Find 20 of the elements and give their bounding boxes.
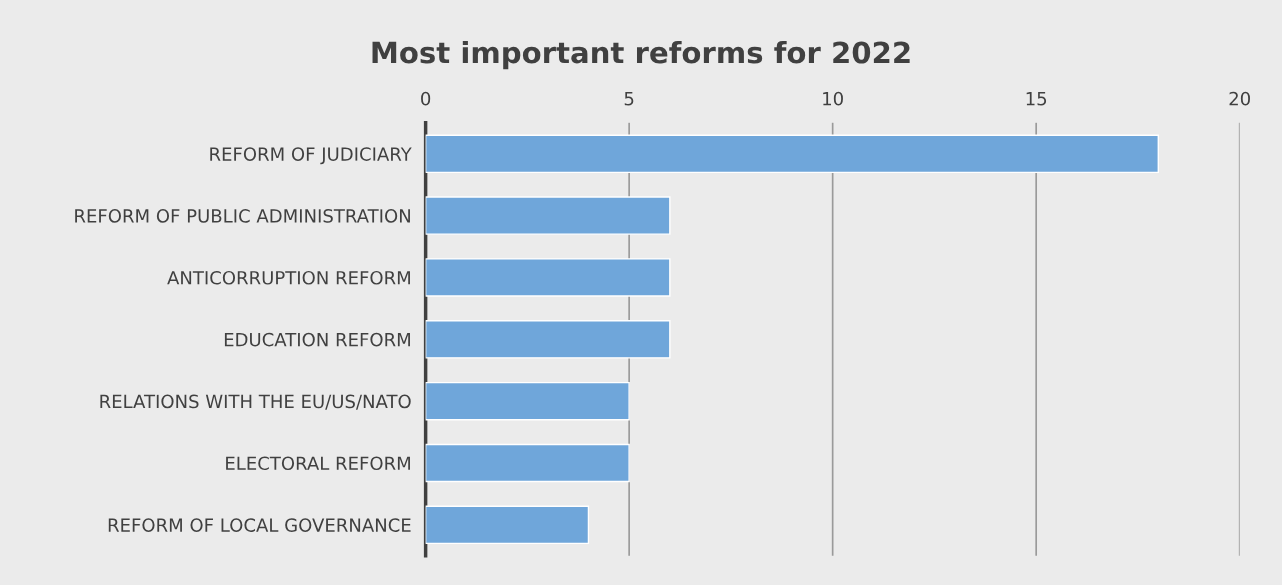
y-tick-label: EDUCATION REFORM: [224, 332, 410, 347]
chart-title: Most important reforms for 2022: [372, 40, 910, 70]
y-tick-label: ELECTORAL REFORM: [226, 456, 410, 471]
bar: [425, 505, 590, 545]
bar: [425, 134, 1159, 174]
y-tick-label: REFORM OF PUBLIC ADMINISTRATION: [75, 209, 410, 223]
bar: [425, 381, 630, 421]
bar: [425, 258, 671, 297]
bar: [425, 443, 630, 483]
y-tick-label: RELATIONS WITH THE EU/US/NATO: [100, 394, 411, 410]
y-tick-label: ANTICORRUPTION REFORM: [167, 270, 410, 285]
bar: [425, 320, 671, 359]
x-tick-label: 20: [1229, 91, 1250, 106]
x-tick-label: 0: [421, 91, 431, 106]
x-tick-label: 15: [1026, 92, 1047, 106]
y-tick-label: REFORM OF JUDICIARY: [210, 147, 412, 165]
y-tick-label: REFORM OF LOCAL GOVERNANCE: [108, 518, 411, 532]
x-tick-label: 10: [823, 91, 843, 106]
bar: [425, 196, 671, 235]
x-tick-label: 5: [624, 92, 634, 106]
